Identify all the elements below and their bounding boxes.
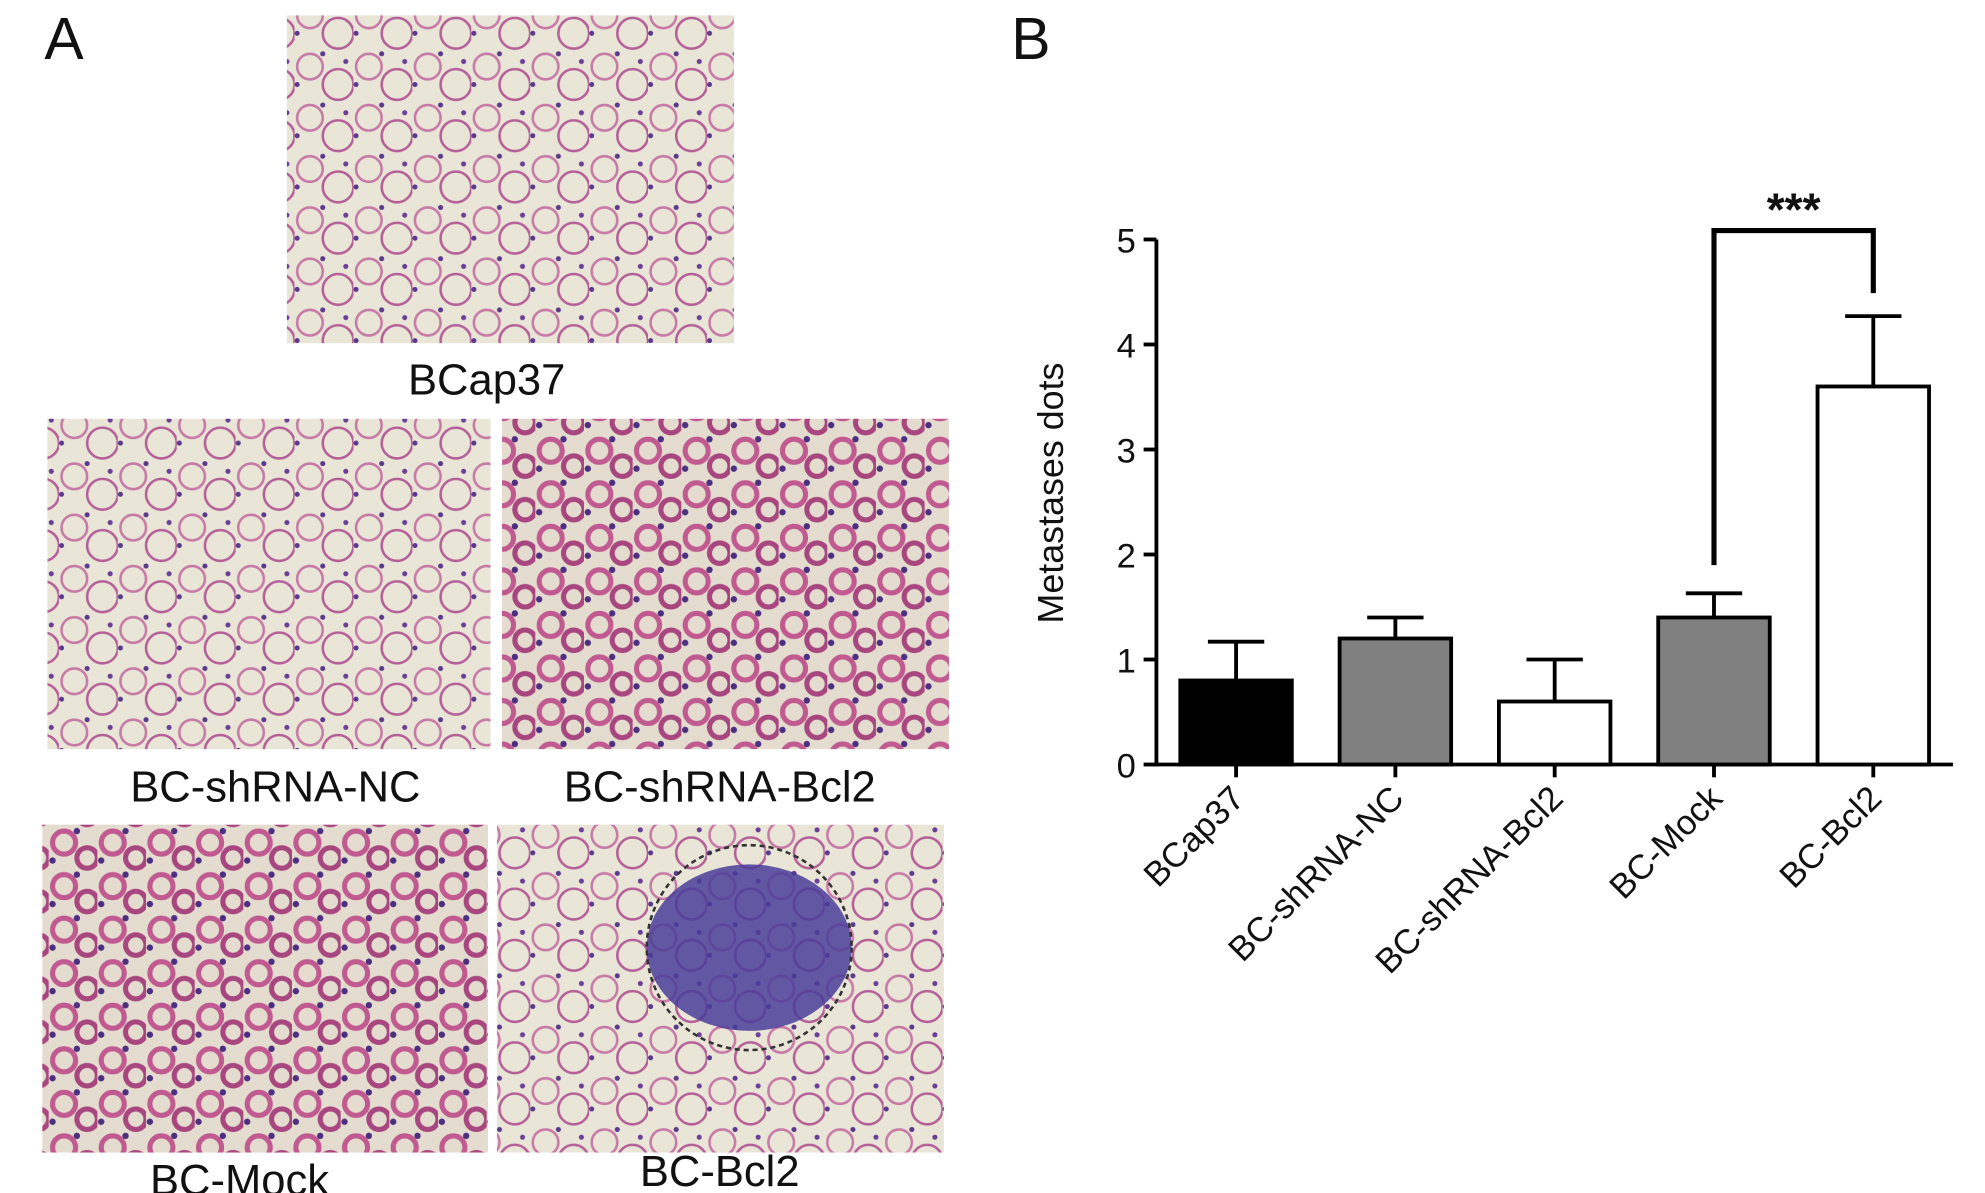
panel-label: B <box>1011 7 1050 72</box>
image-caption: BC-Bcl2 <box>640 1148 800 1193</box>
y-tick-label: 2 <box>1117 537 1136 575</box>
image-caption: BC-shRNA-Bcl2 <box>564 764 876 812</box>
micrograph <box>286 15 734 344</box>
y-tick-label: 1 <box>1117 642 1136 680</box>
bar <box>1178 678 1294 767</box>
y-tick-label: 4 <box>1117 327 1136 365</box>
bar <box>1497 699 1613 767</box>
micrograph <box>42 824 488 1153</box>
y-tick-label: 5 <box>1117 222 1136 260</box>
significance-label: *** <box>1767 183 1821 235</box>
panel-label: A <box>44 7 84 72</box>
significance-bracket <box>1711 227 1876 566</box>
micrograph <box>502 418 949 750</box>
image-caption: BCap37 <box>408 356 565 404</box>
image-caption: BC-Mock <box>150 1157 329 1193</box>
image-caption: BC-shRNA-NC <box>130 764 420 812</box>
bar <box>1337 636 1454 767</box>
bar <box>1656 615 1772 767</box>
nodule-outline <box>645 843 853 1052</box>
y-tick-label: 0 <box>1117 747 1136 785</box>
bar <box>1815 384 1931 767</box>
micrograph <box>47 418 491 750</box>
x-tick-label: BC-Mock <box>1603 779 1731 907</box>
x-tick-label: BCap37 <box>1137 779 1252 894</box>
y-tick-label: 3 <box>1117 432 1136 470</box>
metastasis-nodule <box>646 864 852 1031</box>
x-tick-label: BC-Bcl2 <box>1773 779 1890 896</box>
panel-a: A BCap37 BC-shRNA-NC BC-shRNA-Bcl2 BC-Mo… <box>42 7 949 1193</box>
y-axis-label: Metastases dots <box>1031 363 1071 624</box>
